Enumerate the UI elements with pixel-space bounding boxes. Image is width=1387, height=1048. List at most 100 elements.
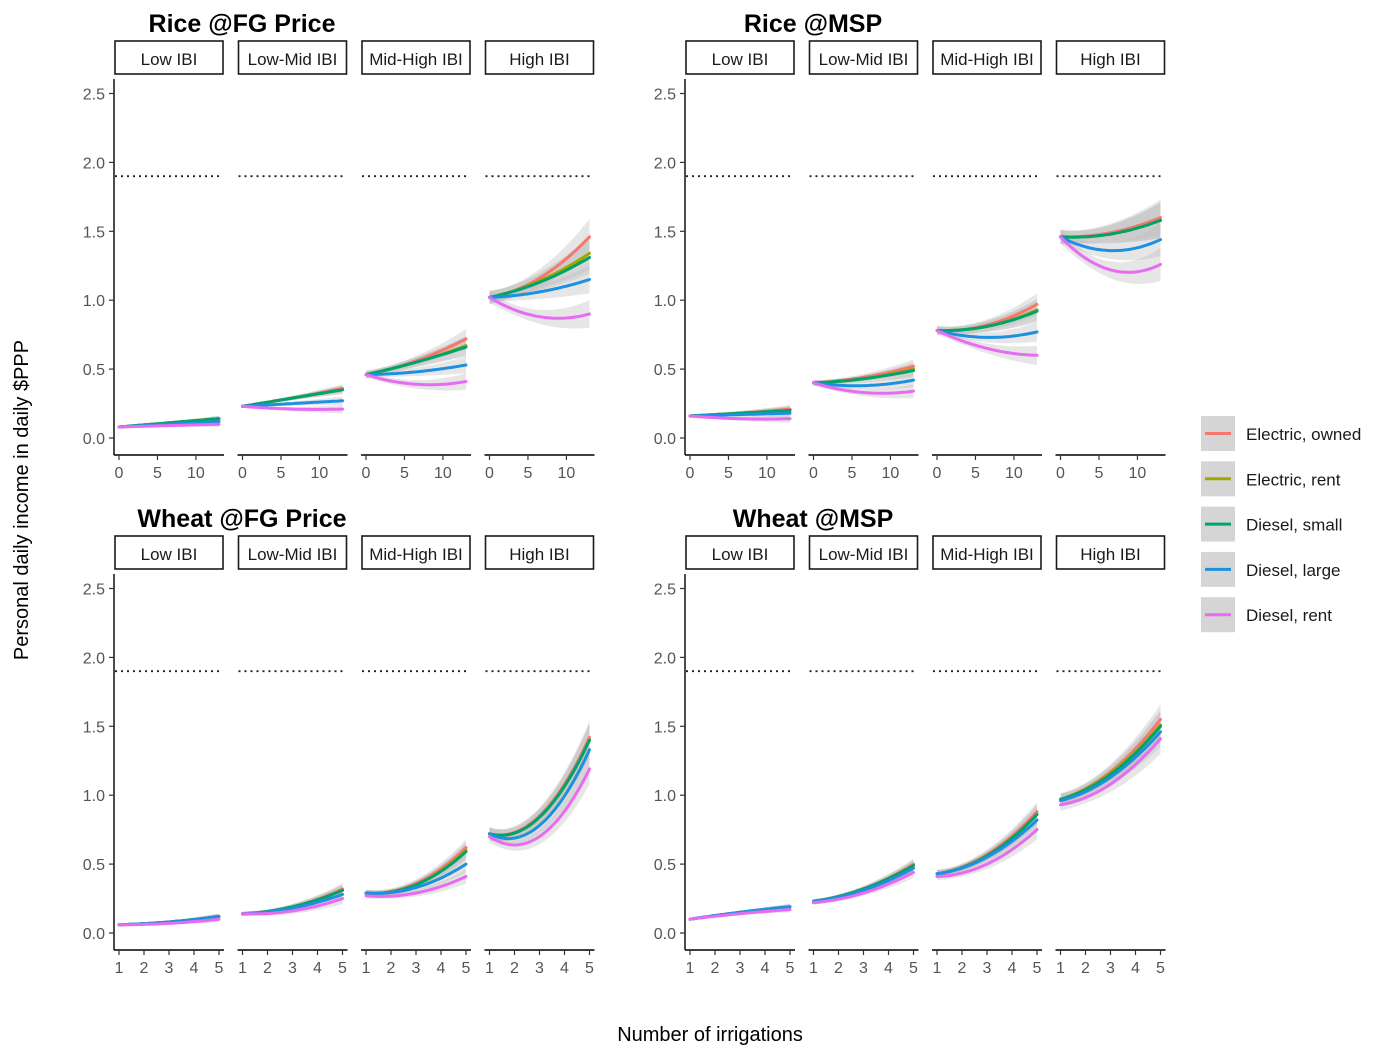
legend-item: Diesel, small [1201, 506, 1342, 542]
x-tick-label: 10 [1005, 465, 1023, 482]
series-line [935, 818, 1039, 876]
series-line [241, 404, 344, 411]
series-line [935, 828, 1039, 878]
series-line [812, 870, 915, 905]
legend-item: Diesel, rent [1201, 597, 1332, 633]
x-tick-label: 1 [933, 960, 942, 977]
facet: High IBI 0 5 10 [484, 40, 595, 482]
series-line [488, 278, 591, 299]
x-tick-label: 0 [686, 465, 695, 482]
x-tick-label: 5 [724, 465, 733, 482]
series-line [364, 373, 468, 387]
x-tick-label: 1 [686, 960, 695, 977]
legend-label: Diesel, rent [1246, 606, 1332, 625]
facet-strip [237, 40, 348, 75]
chart-panel: Rice @FG Price 0.0 0.5 1.0 1.5 2.0 2.5 Low IBI 0… [83, 10, 595, 482]
facet-strip-label: Low-Mid IBI [819, 50, 909, 69]
confidence-band [937, 820, 1037, 881]
facet-strip-label: Low-Mid IBI [819, 545, 909, 564]
series-line [1059, 737, 1162, 807]
confidence-band [937, 804, 1037, 878]
y-tick-label: 1.5 [83, 224, 105, 241]
x-tick-label: 2 [510, 960, 519, 977]
facet-strip-label: Low IBI [712, 545, 769, 564]
confidence-band [937, 326, 1037, 365]
facet-strip-label: Low-Mid IBI [248, 545, 338, 564]
series-line [488, 256, 591, 299]
facet: Low IBI 1 2 3 4 5 [114, 535, 224, 977]
facet-strip-label: Mid-High IBI [940, 50, 1034, 69]
x-tick-label: 1 [1056, 960, 1065, 977]
y-tick-label: 2.0 [83, 155, 105, 172]
x-tick-label: 3 [165, 960, 174, 977]
x-tick-label: 5 [338, 960, 347, 977]
x-tick-label: 2 [958, 960, 967, 977]
x-tick-label: 2 [387, 960, 396, 977]
x-tick-label: 1 [115, 960, 124, 977]
series-line [117, 422, 221, 429]
facet-strip-label: Mid-High IBI [369, 50, 463, 69]
x-tick-label: 4 [437, 960, 446, 977]
x-tick-label: 4 [1008, 960, 1017, 977]
series-line [935, 329, 1039, 357]
facet-strip [361, 535, 471, 570]
y-tick-label: 2.5 [83, 87, 105, 104]
series-line [117, 917, 221, 927]
facet-strip [361, 40, 471, 75]
legend-item: Electric, owned [1201, 416, 1361, 451]
facet: Mid-High IBI 0 5 10 [932, 40, 1042, 482]
facet: High IBI 1 2 3 4 5 [1055, 535, 1166, 977]
facet-strip [808, 535, 919, 570]
x-tick-label: 3 [859, 960, 868, 977]
x-tick-label: 4 [560, 960, 569, 977]
confidence-band [366, 869, 466, 899]
series-line [241, 897, 344, 916]
series-line [1059, 724, 1162, 801]
x-tick-label: 2 [140, 960, 149, 977]
facet: Low IBI 0 5 10 [114, 40, 224, 482]
series-line [364, 345, 468, 377]
y-tick-label: 2.0 [654, 155, 676, 172]
panel-title: Wheat @FG Price [137, 505, 346, 533]
confidence-band [489, 240, 590, 304]
series-line [488, 738, 591, 837]
facet: Low-Mid IBI 1 2 3 4 5 [808, 535, 919, 977]
facet: Low-Mid IBI 1 2 3 4 5 [237, 535, 348, 977]
series-line [364, 363, 468, 377]
x-tick-label: 1 [485, 960, 494, 977]
x-tick-label: 0 [1056, 465, 1065, 482]
facet-strip-label: Low IBI [712, 50, 769, 69]
y-axis-title: Personal daily income in daily $PPP [11, 340, 33, 660]
series-line [688, 411, 792, 418]
facet: Mid-High IBI 1 2 3 4 5 [361, 535, 471, 977]
x-tick-label: 5 [153, 465, 162, 482]
facet-strip-label: High IBI [1080, 50, 1140, 69]
y-tick-label: 2.5 [654, 582, 676, 599]
x-tick-label: 10 [187, 465, 205, 482]
facet-strip-label: Low IBI [141, 545, 198, 564]
series-line [364, 875, 468, 898]
series-line [1059, 235, 1162, 274]
x-tick-label: 10 [1129, 465, 1147, 482]
confidence-band [937, 298, 1037, 335]
x-tick-label: 5 [400, 465, 409, 482]
series-line [241, 399, 344, 408]
y-tick-label: 2.0 [83, 650, 105, 667]
x-tick-label: 5 [1156, 960, 1165, 977]
series-line [488, 767, 591, 847]
confidence-band [489, 236, 590, 304]
x-tick-label: 5 [909, 960, 918, 977]
confidence-band [937, 293, 1037, 335]
series-line [812, 378, 915, 388]
x-tick-label: 2 [834, 960, 843, 977]
x-tick-label: 10 [434, 465, 452, 482]
y-tick-label: 0.5 [83, 857, 105, 874]
x-tick-label: 0 [809, 465, 818, 482]
series-line [488, 295, 591, 320]
x-tick-label: 2 [263, 960, 272, 977]
y-tick-label: 0.5 [654, 362, 676, 379]
x-tick-label: 10 [882, 465, 900, 482]
facet-strip [484, 535, 595, 570]
